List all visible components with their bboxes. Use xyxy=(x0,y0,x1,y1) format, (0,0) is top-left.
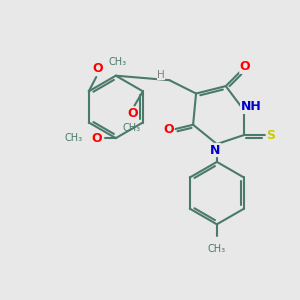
Text: O: O xyxy=(240,60,250,73)
Text: CH₃: CH₃ xyxy=(208,244,226,254)
Text: O: O xyxy=(164,123,174,136)
Text: CH₃: CH₃ xyxy=(122,123,141,134)
Text: S: S xyxy=(266,129,275,142)
Text: O: O xyxy=(92,62,103,75)
Text: O: O xyxy=(128,107,138,120)
Text: CH₃: CH₃ xyxy=(65,133,83,143)
Text: N: N xyxy=(210,143,220,157)
Text: H: H xyxy=(157,70,165,80)
Text: NH: NH xyxy=(241,100,261,113)
Text: CH₃: CH₃ xyxy=(109,57,127,67)
Text: O: O xyxy=(91,132,101,145)
